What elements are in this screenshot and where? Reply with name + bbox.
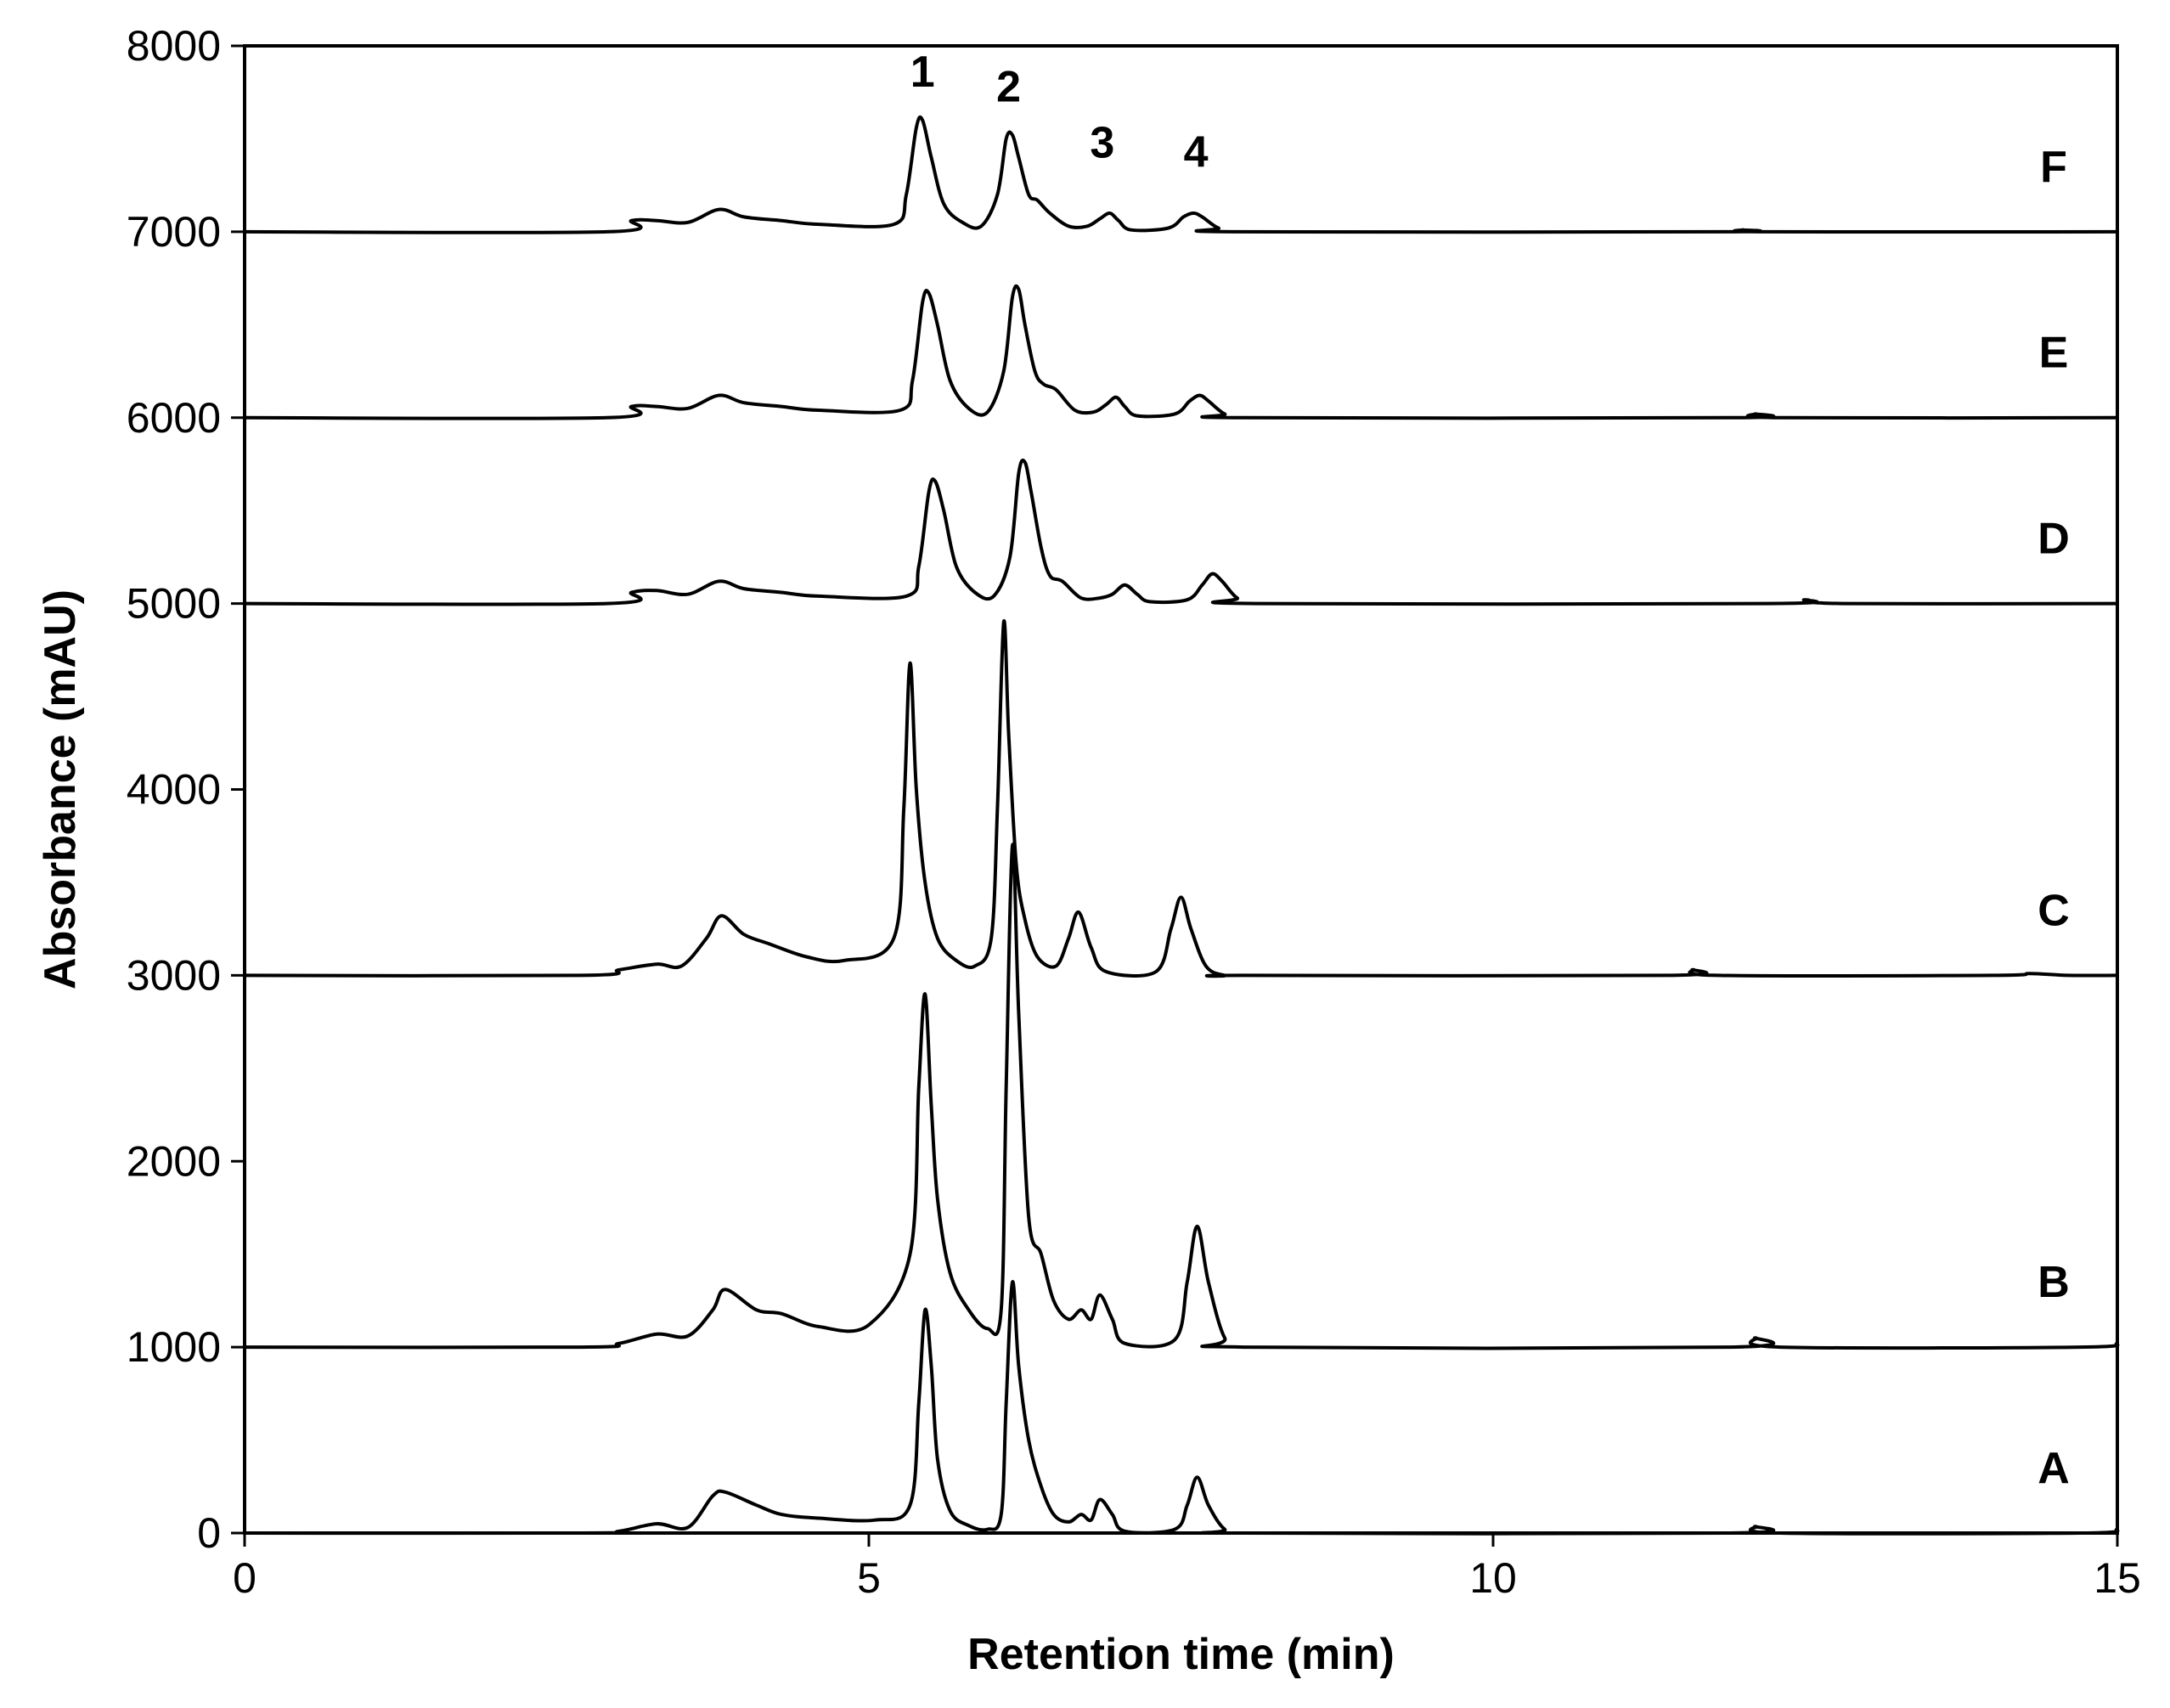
- x-tick-label-3: 15: [2094, 1554, 2141, 1602]
- peak-label-4: 4: [1184, 127, 1209, 177]
- x-axis-title: Retention time (min): [967, 1630, 1395, 1679]
- trace-d: [244, 458, 2118, 606]
- y-axis-title: Absorbance (mAU): [36, 589, 85, 989]
- trace-c: [244, 619, 2118, 978]
- trace-b: [244, 843, 2120, 1350]
- trace-label-f: F: [2040, 143, 2067, 192]
- labels: A B C D E F 1 2 3 4: [910, 48, 2070, 1493]
- y-tick-label-3: 3000: [127, 951, 221, 999]
- trace-a: [244, 1280, 2120, 1536]
- peak-label-3: 3: [1090, 118, 1114, 167]
- x-tick-label-2: 10: [1469, 1554, 1517, 1602]
- trace-label-c: C: [2038, 886, 2070, 935]
- y-tick-label-7: 7000: [127, 208, 221, 256]
- trace-label-d: D: [2038, 515, 2070, 564]
- trace-e: [244, 284, 2118, 420]
- y-tick-label-0: 0: [197, 1509, 221, 1557]
- trace-label-b: B: [2038, 1258, 2070, 1307]
- trace-label-e: E: [2039, 329, 2069, 378]
- traces: [244, 115, 2120, 1536]
- x-tick-label-1: 5: [857, 1554, 881, 1602]
- trace-label-a: A: [2038, 1444, 2070, 1493]
- y-tick-label-5: 5000: [127, 580, 221, 628]
- trace-f: [244, 115, 2118, 234]
- y-tick-label-8: 8000: [127, 22, 221, 70]
- y-tick-label-6: 6000: [127, 394, 221, 442]
- peak-label-2: 2: [996, 63, 1021, 112]
- y-tick-label-4: 4000: [127, 766, 221, 814]
- x-tick-label-0: 0: [233, 1554, 256, 1602]
- plot-frame: [243, 44, 2119, 1535]
- axes: 0 1000 2000 3000 4000 5000 6000 7000 8000 0 5 10 15: [127, 22, 2141, 1602]
- peak-label-1: 1: [910, 48, 935, 97]
- y-tick-label-1: 1000: [127, 1323, 221, 1371]
- y-tick-label-2: 2000: [127, 1137, 221, 1185]
